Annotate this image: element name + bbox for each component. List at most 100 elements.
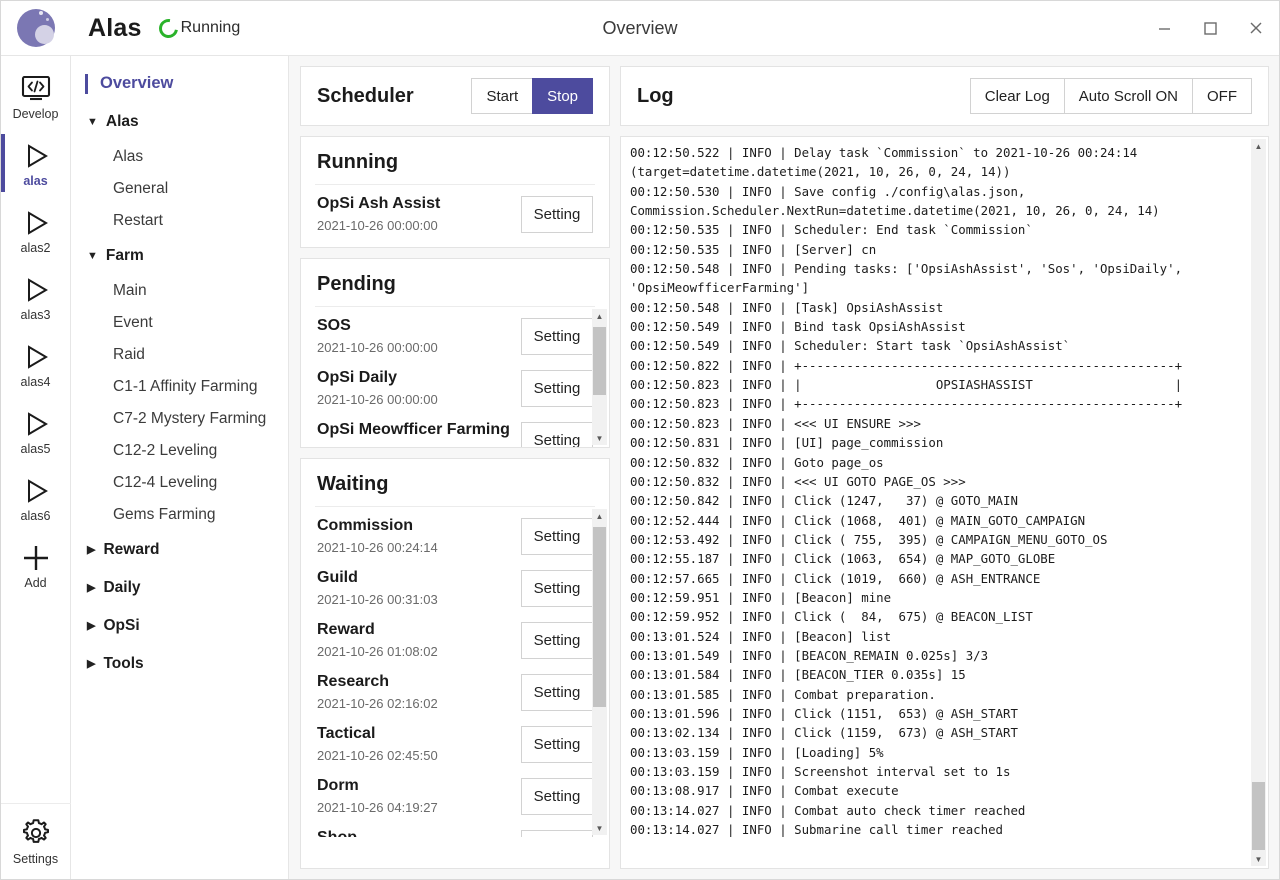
- rail-item-alas3[interactable]: alas3: [1, 264, 71, 331]
- scroll-up-arrow-icon[interactable]: ▲: [595, 311, 604, 321]
- task-time: 2021-10-26 04:19:27: [317, 800, 438, 815]
- scrollbar-track[interactable]: [592, 523, 607, 821]
- play-icon: [22, 274, 50, 306]
- close-button[interactable]: [1233, 1, 1279, 55]
- rail-item-develop[interactable]: Develop: [1, 63, 71, 130]
- setting-button[interactable]: Setting: [521, 726, 593, 763]
- nav-item-c12-2-leveling[interactable]: C12-2 Leveling: [113, 442, 218, 459]
- rail-item-alas2[interactable]: alas2: [1, 197, 71, 264]
- task-row: Guild 2021-10-26 00:31:03 Setting: [301, 559, 609, 611]
- task-info: OpSi Ash Assist 2021-10-26 00:00:00: [317, 194, 521, 233]
- scrollbar-thumb[interactable]: [1252, 782, 1265, 850]
- setting-button[interactable]: Setting: [521, 622, 593, 659]
- nav-item-c12-4-leveling[interactable]: C12-4 Leveling: [113, 474, 218, 491]
- task-info: Tactical 2021-10-26 02:45:50: [317, 724, 521, 763]
- auto-scroll-on-button[interactable]: Auto Scroll ON: [1063, 78, 1193, 114]
- nav-item-c7-2-mystery-farming[interactable]: C7-2 Mystery Farming: [113, 410, 267, 427]
- loading-spinner-icon: [154, 14, 182, 42]
- rail-item-label: alas: [23, 173, 48, 188]
- task-time: 2021-10-26 00:00:00: [317, 218, 438, 233]
- log-scrollbar[interactable]: ▲ ▼: [1251, 139, 1266, 866]
- start-button[interactable]: Start: [471, 78, 534, 114]
- rail-item-settings[interactable]: Settings: [0, 803, 71, 879]
- task-info: Shop: [317, 828, 521, 837]
- setting-button[interactable]: Setting: [521, 422, 593, 447]
- rail-item-alas4[interactable]: alas4: [1, 331, 71, 398]
- rail-item-label: Settings: [12, 852, 59, 866]
- scrollbar-thumb[interactable]: [593, 327, 606, 395]
- setting-button[interactable]: Setting: [521, 518, 593, 555]
- nav-group-daily[interactable]: ▶ Daily: [71, 569, 288, 607]
- task-time: 2021-10-26 02:16:02: [317, 696, 438, 711]
- chevron-right-icon: ▶: [87, 543, 96, 556]
- nav-group-opsi[interactable]: ▶ OpSi: [71, 607, 288, 645]
- task-name: Reward: [317, 621, 375, 638]
- scroll-up-arrow-icon[interactable]: ▲: [595, 511, 604, 521]
- running-title: Running: [317, 151, 399, 173]
- pending-title: Pending: [317, 273, 396, 295]
- task-row: OpSi Ash Assist 2021-10-26 00:00:00 Sett…: [301, 185, 609, 237]
- clear-log-button[interactable]: Clear Log: [969, 78, 1065, 114]
- scrollbar-thumb[interactable]: [593, 527, 606, 707]
- setting-button[interactable]: Setting: [521, 196, 593, 233]
- nav-group-label: Farm: [105, 247, 144, 264]
- scrollbar-track[interactable]: [592, 323, 607, 431]
- nav-group-farm[interactable]: ▼ Farm: [71, 237, 288, 275]
- app-logo: [1, 1, 71, 55]
- waiting-scrollbar[interactable]: ▲ ▼: [592, 509, 607, 835]
- setting-button[interactable]: Setting: [521, 370, 593, 407]
- play-icon: [22, 140, 50, 172]
- rail-item-add[interactable]: Add: [1, 532, 71, 599]
- task-info: Research 2021-10-26 02:16:02: [317, 672, 521, 711]
- scheduler-controls: Start Stop: [471, 78, 593, 114]
- nav-item-event[interactable]: Event: [113, 314, 153, 331]
- maximize-button[interactable]: [1187, 1, 1233, 55]
- nav-item-general[interactable]: General: [113, 180, 169, 197]
- scroll-down-arrow-icon[interactable]: ▼: [595, 433, 604, 443]
- task-name: SOS: [317, 317, 351, 334]
- task-row: Commission 2021-10-26 00:24:14 Setting: [301, 507, 609, 559]
- rail-item-alas5[interactable]: alas5: [1, 398, 71, 465]
- task-row: OpSi Daily 2021-10-26 00:00:00 Setting: [301, 359, 609, 411]
- nav-group-tools[interactable]: ▶ Tools: [71, 645, 288, 683]
- rail-item-alas6[interactable]: alas6: [1, 465, 71, 532]
- stop-button[interactable]: Stop: [532, 78, 593, 114]
- task-row: Dorm 2021-10-26 04:19:27 Setting: [301, 767, 609, 819]
- task-time: 2021-10-26 00:00:00: [317, 392, 438, 407]
- nav-item-c1-1-affinity-farming[interactable]: C1-1 Affinity Farming: [113, 378, 258, 395]
- setting-button[interactable]: Setting: [521, 674, 593, 711]
- log-title: Log: [637, 84, 674, 107]
- run-status: Running: [154, 14, 241, 42]
- scroll-down-arrow-icon[interactable]: ▼: [1254, 854, 1263, 864]
- nav-item-overview[interactable]: Overview: [71, 66, 288, 103]
- nav-group-label: Reward: [103, 541, 160, 558]
- task-row: Research 2021-10-26 02:16:02 Setting: [301, 663, 609, 715]
- play-icon: [22, 408, 50, 440]
- minimize-button[interactable]: [1141, 1, 1187, 55]
- setting-button[interactable]: Setting: [521, 318, 593, 355]
- rail-item-alas[interactable]: alas: [0, 130, 71, 197]
- nav-group-label: Tools: [103, 655, 144, 672]
- nav-item-alas[interactable]: Alas: [113, 148, 144, 165]
- scheduler-column: Scheduler Start Stop Running Op: [300, 66, 610, 869]
- scroll-up-arrow-icon[interactable]: ▲: [1254, 141, 1263, 151]
- setting-button[interactable]: Setting: [521, 830, 593, 837]
- status-label: Running: [180, 19, 241, 36]
- nav-item-main[interactable]: Main: [113, 282, 147, 299]
- nav-group-reward[interactable]: ▶ Reward: [71, 531, 288, 569]
- pending-scrollbar[interactable]: ▲ ▼: [592, 309, 607, 445]
- task-name: OpSi Meowfficer Farming: [317, 421, 510, 438]
- nav-item-raid[interactable]: Raid: [113, 346, 145, 363]
- task-name: OpSi Ash Assist: [317, 195, 441, 212]
- nav-group-alas[interactable]: ▼ Alas: [71, 103, 288, 141]
- nav-item-gems-farming[interactable]: Gems Farming: [113, 506, 216, 523]
- auto-scroll-off-button[interactable]: OFF: [1192, 78, 1252, 114]
- setting-button[interactable]: Setting: [521, 778, 593, 815]
- scroll-down-arrow-icon[interactable]: ▼: [595, 823, 604, 833]
- rail-item-label: alas2: [20, 240, 51, 255]
- nav-item-restart[interactable]: Restart: [113, 212, 163, 229]
- setting-button[interactable]: Setting: [521, 570, 593, 607]
- scrollbar-track[interactable]: [1251, 153, 1266, 852]
- rail-item-label: alas5: [20, 441, 51, 456]
- title-bar: Overview Alas Running: [1, 1, 1279, 56]
